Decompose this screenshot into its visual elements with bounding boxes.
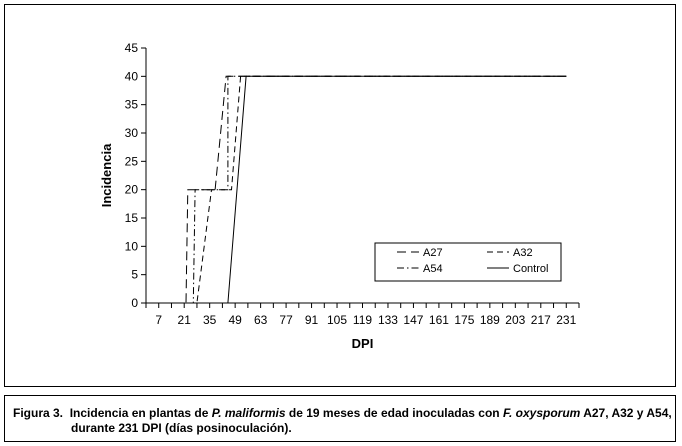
y-tick-label: 30: [125, 126, 139, 140]
x-tick-label: 231: [556, 313, 576, 327]
x-tick-label: 203: [505, 313, 525, 327]
x-tick-label: 217: [531, 313, 551, 327]
y-tick-label: 15: [125, 211, 139, 225]
y-tick-label: 45: [125, 41, 139, 55]
x-tick-label: 91: [305, 313, 319, 327]
chart-panel: 0 5 10 15 20 25 30 35 40 45 7 21 35 49 63 77 91 105 119 133…: [4, 4, 676, 387]
legend-label-a27: A27: [423, 247, 443, 259]
x-tick-label: 49: [228, 313, 242, 327]
y-tick-label: 10: [125, 239, 139, 253]
x-tick-label: 105: [327, 313, 347, 327]
caption-text-1: Incidencia en plantas de: [69, 406, 212, 420]
x-tick-label: 77: [279, 313, 293, 327]
y-tick-label: 20: [125, 183, 139, 197]
legend-box: [374, 242, 562, 282]
caption-line-2: durante 231 DPI (días posinoculación).: [71, 421, 292, 435]
series-line-control: [158, 75, 567, 304]
x-tick-label: 35: [203, 313, 217, 327]
legend-label-a32: A32: [513, 247, 533, 259]
x-tick-label: 63: [254, 313, 268, 327]
line-chart: 0 5 10 15 20 25 30 35 40 45 7 21 35 49 63 77 91 105 119 133…: [99, 41, 580, 351]
x-tick-label: 175: [454, 313, 474, 327]
x-tick-label: 119: [353, 313, 372, 327]
y-axis-title: Incidencia: [99, 143, 114, 207]
caption-species-2: F. oxysporum: [502, 406, 581, 420]
caption-text-2: de 19 meses de edad inoculadas con: [285, 406, 503, 420]
y-tick-label: 0: [131, 296, 138, 310]
x-tick-label: 133: [378, 313, 398, 327]
y-tick-label: 25: [125, 154, 139, 168]
y-tick-label: 40: [125, 69, 139, 83]
caption-label: Figura 3.: [13, 406, 64, 420]
figure-caption: Figura 3. Incidencia en plantas de P. ma…: [4, 395, 676, 442]
x-tick-label: 147: [403, 313, 423, 327]
x-tick-label: 161: [429, 313, 449, 327]
x-tick-label: 21: [178, 313, 192, 327]
x-tick-label: 189: [480, 313, 500, 327]
caption-text-3: A27, A32 y A54,: [580, 406, 672, 420]
x-axis-title: DPI: [352, 336, 374, 351]
y-tick-label: 35: [125, 98, 139, 112]
x-tick-label: 7: [155, 313, 162, 327]
y-tick-label: 5: [131, 268, 138, 282]
caption-line-1: Figura 3. Incidencia en plantas de P. ma…: [13, 406, 672, 421]
legend-label-control: Control: [513, 263, 548, 275]
legend-label-a54: A54: [423, 263, 443, 275]
caption-species-1: P. maliformis: [211, 406, 286, 420]
